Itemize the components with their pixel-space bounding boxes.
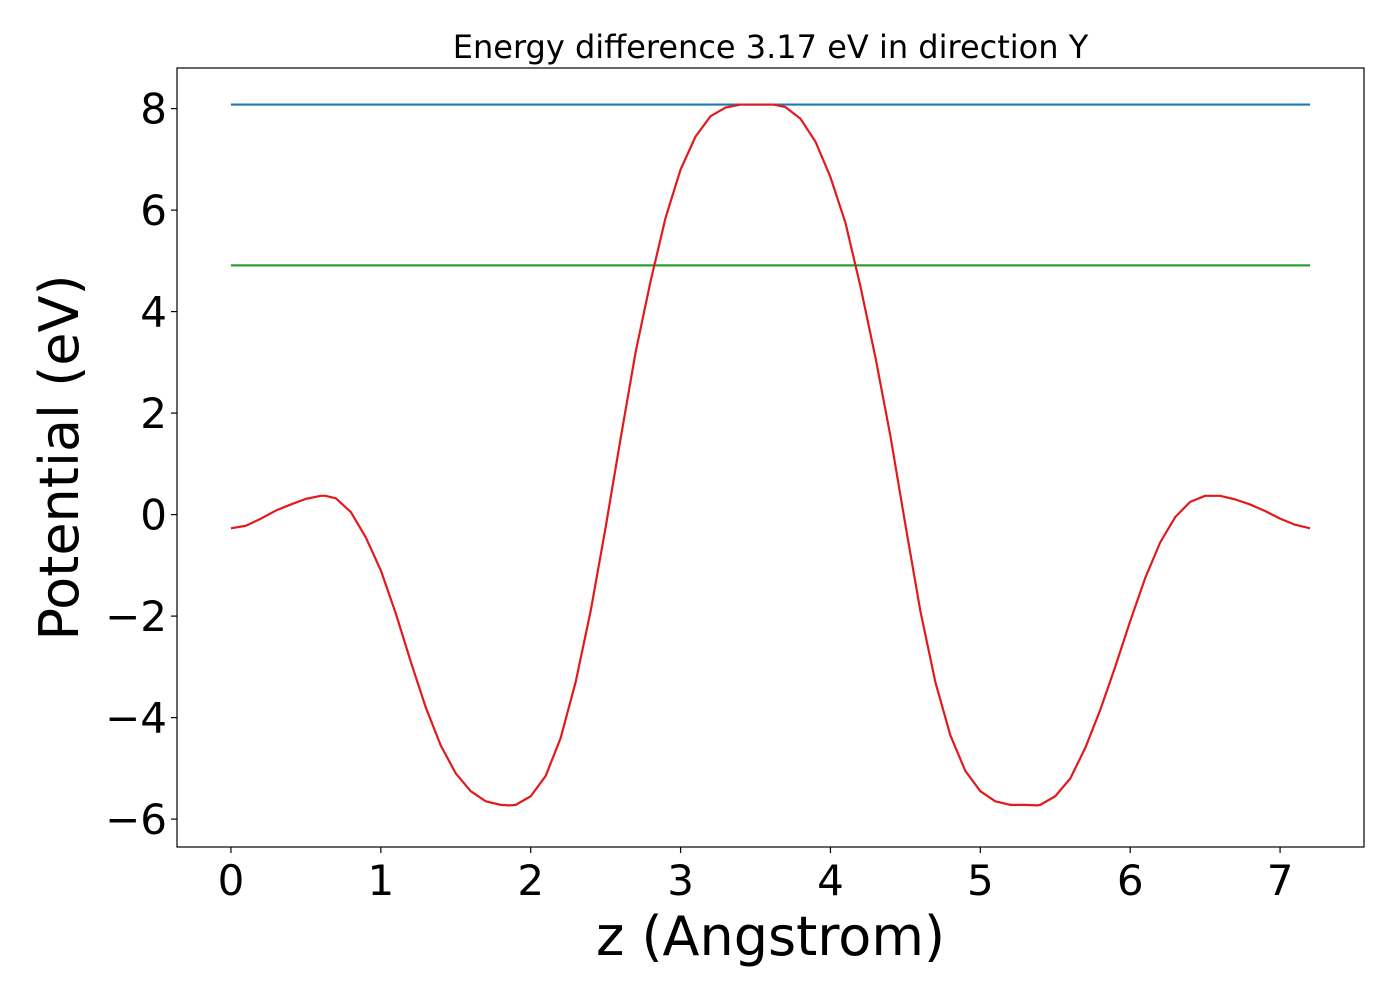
- y-axis-title: Potential (eV): [28, 274, 91, 640]
- chart-title: Energy difference 3.17 eV in direction Y: [453, 28, 1089, 66]
- x-tick-label: 1: [367, 856, 394, 905]
- x-tick-label: 3: [667, 856, 694, 905]
- y-tick-label: 2: [140, 389, 167, 438]
- x-tick-label: 5: [967, 856, 994, 905]
- series-line-3: [230, 103, 1311, 807]
- x-axis: 0 1 2 3 4 5 6 7: [218, 847, 1294, 905]
- x-tick-label: 0: [218, 856, 245, 905]
- x-tick-label: 2: [517, 856, 544, 905]
- plot-frame: [176, 67, 1365, 848]
- y-tick-label: −6: [105, 795, 167, 844]
- x-tick-label: 6: [1117, 856, 1144, 905]
- y-tick-label: 6: [140, 186, 167, 235]
- x-axis-title: z (Angstrom): [596, 905, 945, 968]
- x-tick-label: 7: [1267, 856, 1294, 905]
- y-tick-label: 8: [140, 85, 167, 134]
- y-axis: −6 −4 −2 0 2 4 6 8: [105, 85, 177, 844]
- series-lines: [230, 103, 1311, 807]
- y-tick-label: −2: [105, 592, 167, 641]
- x-tick-label: 4: [817, 856, 844, 905]
- y-tick-label: 4: [140, 288, 167, 337]
- y-tick-label: −4: [105, 694, 167, 743]
- y-tick-label: 0: [140, 491, 167, 540]
